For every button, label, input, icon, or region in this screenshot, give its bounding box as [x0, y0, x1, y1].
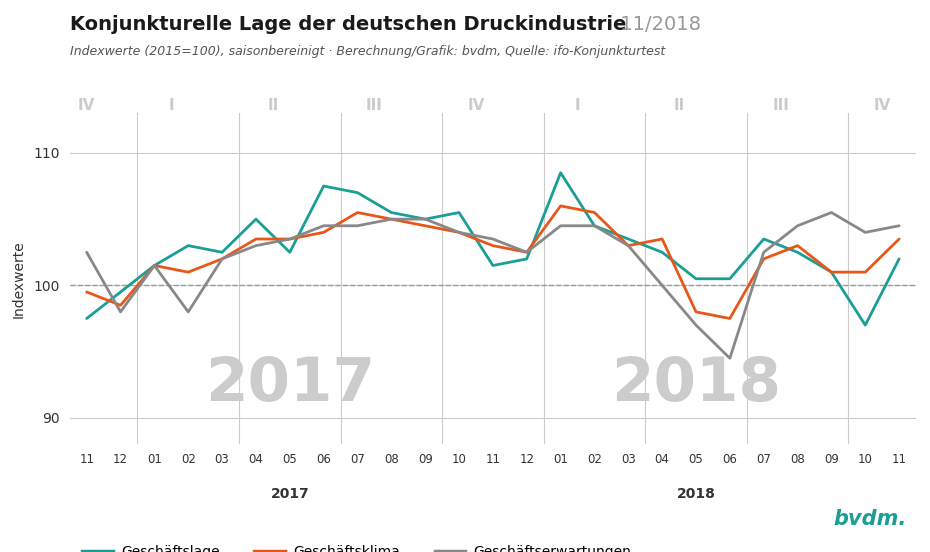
Text: 2018: 2018 [676, 487, 715, 501]
Text: III: III [772, 98, 789, 113]
Legend: Geschäftslage, Geschäftsklima, Geschäftserwartungen: Geschäftslage, Geschäftsklima, Geschäfts… [76, 539, 637, 552]
Text: I: I [168, 98, 174, 113]
Text: 2018: 2018 [611, 355, 781, 414]
Text: 2017: 2017 [205, 355, 375, 414]
Text: 11/2018: 11/2018 [614, 15, 701, 34]
Text: IV: IV [467, 98, 485, 113]
Text: 2017: 2017 [271, 487, 309, 501]
Text: bvdm.: bvdm. [833, 509, 907, 529]
Text: Konjunkturelle Lage der deutschen Druckindustrie: Konjunkturelle Lage der deutschen Drucki… [70, 15, 626, 34]
Text: IV: IV [873, 98, 891, 113]
Text: I: I [575, 98, 580, 113]
Text: II: II [267, 98, 278, 113]
Text: III: III [366, 98, 383, 113]
Text: II: II [673, 98, 684, 113]
Text: Indexwerte (2015=100), saisonbereinigt · Berechnung/Grafik: bvdm, Quelle: ifo-Ko: Indexwerte (2015=100), saisonbereinigt ·… [70, 45, 665, 59]
Text: IV: IV [78, 98, 96, 113]
Y-axis label: Indexwerte: Indexwerte [11, 240, 25, 317]
